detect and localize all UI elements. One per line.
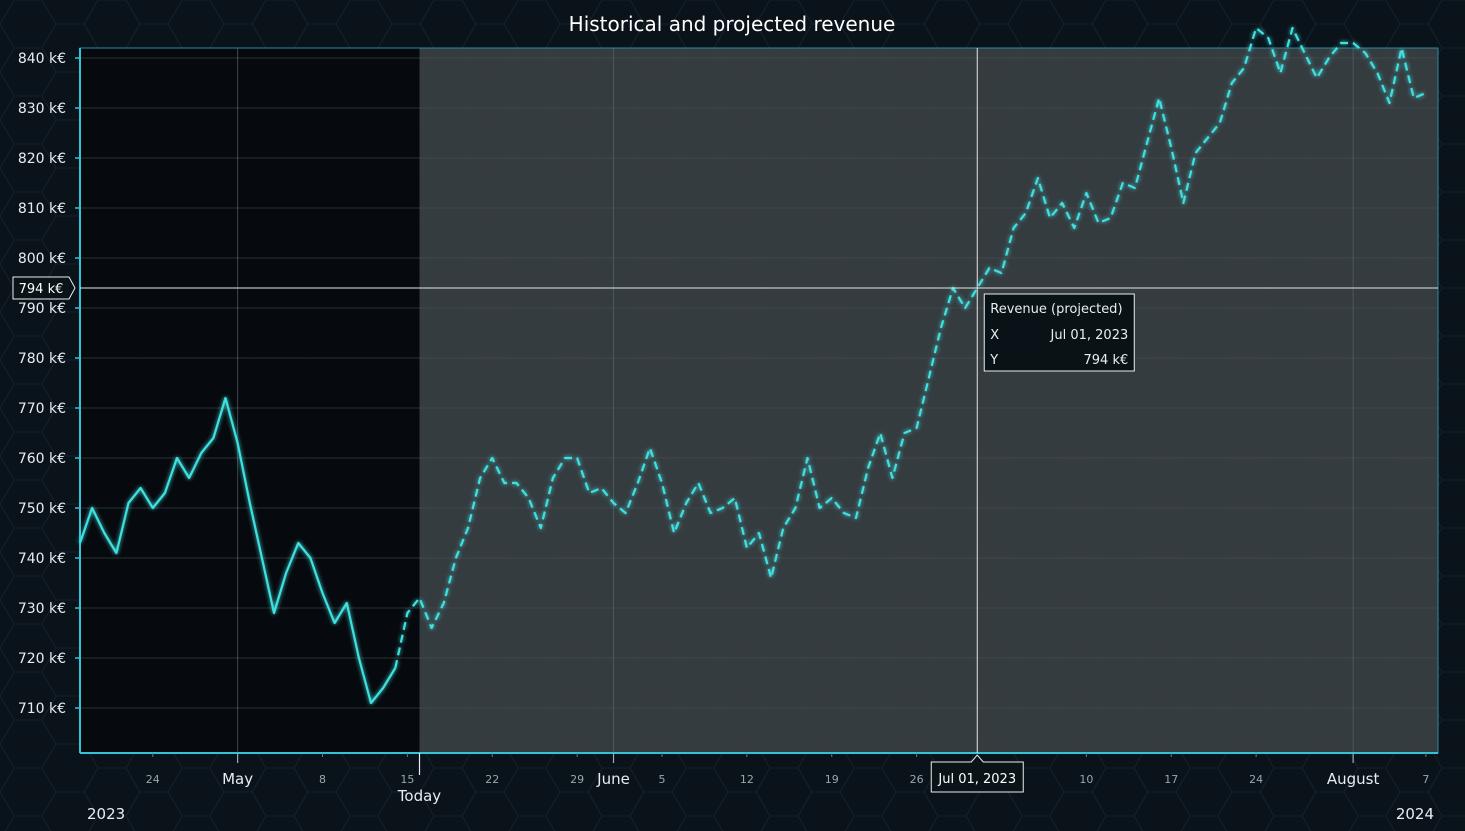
y-tick-label: 830 k€ <box>18 101 66 117</box>
x-minor-tick-label: 8 <box>319 773 326 786</box>
y-tick-label: 740 k€ <box>18 551 66 567</box>
crosshair: 794 k€ Jul 01, 2023 <box>12 48 1438 793</box>
x-minor-tick-label: 19 <box>825 773 839 786</box>
crosshair-y-marker <box>12 276 76 300</box>
x-minor-tick-label: 7 <box>1422 773 1429 786</box>
y-tick-label: 780 k€ <box>18 351 66 367</box>
crosshair-y-label: 794 k€ <box>19 282 64 297</box>
projected-series-line[interactable] <box>394 26 1427 669</box>
y-tick-label: 770 k€ <box>18 401 66 417</box>
y-tick-label: 760 k€ <box>18 451 66 467</box>
tooltip-box <box>983 293 1135 372</box>
today-label: Today <box>397 787 442 805</box>
tooltip-key: X <box>990 328 999 343</box>
tooltip-title: Revenue (projected) <box>990 302 1122 317</box>
x-minor-tick-label: 10 <box>1079 773 1093 786</box>
y-tick-label: 790 k€ <box>18 301 66 317</box>
x-axis: 24 8 15 22 29 5 12 19 26 10 17 24 7 May June August 2023… <box>80 752 1438 823</box>
x-minor-tick-label: 26 <box>910 773 924 786</box>
x-minor-tick-label: 22 <box>485 773 499 786</box>
y-tick-label: 840 k€ <box>18 51 66 67</box>
x-minor-tick-label: 12 <box>740 773 754 786</box>
crosshair-x-label: Jul 01, 2023 <box>937 772 1016 787</box>
y-tick-label: 810 k€ <box>18 201 66 217</box>
y-tick-label: 800 k€ <box>18 251 66 267</box>
historical-region <box>80 48 420 753</box>
y-axis: 710 k€ 720 k€ 730 k€ 740 k€ 750 k€ 760 k€ 770 … <box>18 48 81 753</box>
series-layer <box>78 26 1427 705</box>
x-major-tick-label: August <box>1327 770 1380 788</box>
tooltip-value: 794 k€ <box>1084 353 1129 368</box>
historical-series-line[interactable] <box>78 396 397 705</box>
x-minor-tick-label: 15 <box>400 773 414 786</box>
x-minor-tick-label: 29 <box>570 773 584 786</box>
y-tick-label: 710 k€ <box>18 701 66 717</box>
gridlines <box>79 47 1439 754</box>
tooltip: Revenue (projected) X Jul 01, 2023 Y 794 k€ <box>983 293 1135 372</box>
chart-title: Historical and projected revenue <box>569 12 896 36</box>
projected-region <box>419 48 1438 753</box>
x-major-tick-label: June <box>596 770 630 788</box>
x-minor-tick-label: 24 <box>1249 773 1263 786</box>
x-minor-tick-label: 5 <box>659 773 666 786</box>
year-label-right: 2024 <box>1396 805 1434 823</box>
tooltip-value: Jul 01, 2023 <box>1050 328 1129 343</box>
x-minor-tick-label: 24 <box>146 773 160 786</box>
x-major-tick-label: May <box>222 770 253 788</box>
crosshair-x-marker <box>930 754 1024 793</box>
y-tick-label: 750 k€ <box>18 501 66 517</box>
y-tick-label: 820 k€ <box>18 151 66 167</box>
x-minor-tick-label: 17 <box>1164 773 1178 786</box>
year-label-left: 2023 <box>87 805 125 823</box>
tooltip-key: Y <box>989 353 998 368</box>
plot-regions <box>80 48 1438 753</box>
y-tick-label: 720 k€ <box>18 651 66 667</box>
y-tick-label: 730 k€ <box>18 601 66 617</box>
